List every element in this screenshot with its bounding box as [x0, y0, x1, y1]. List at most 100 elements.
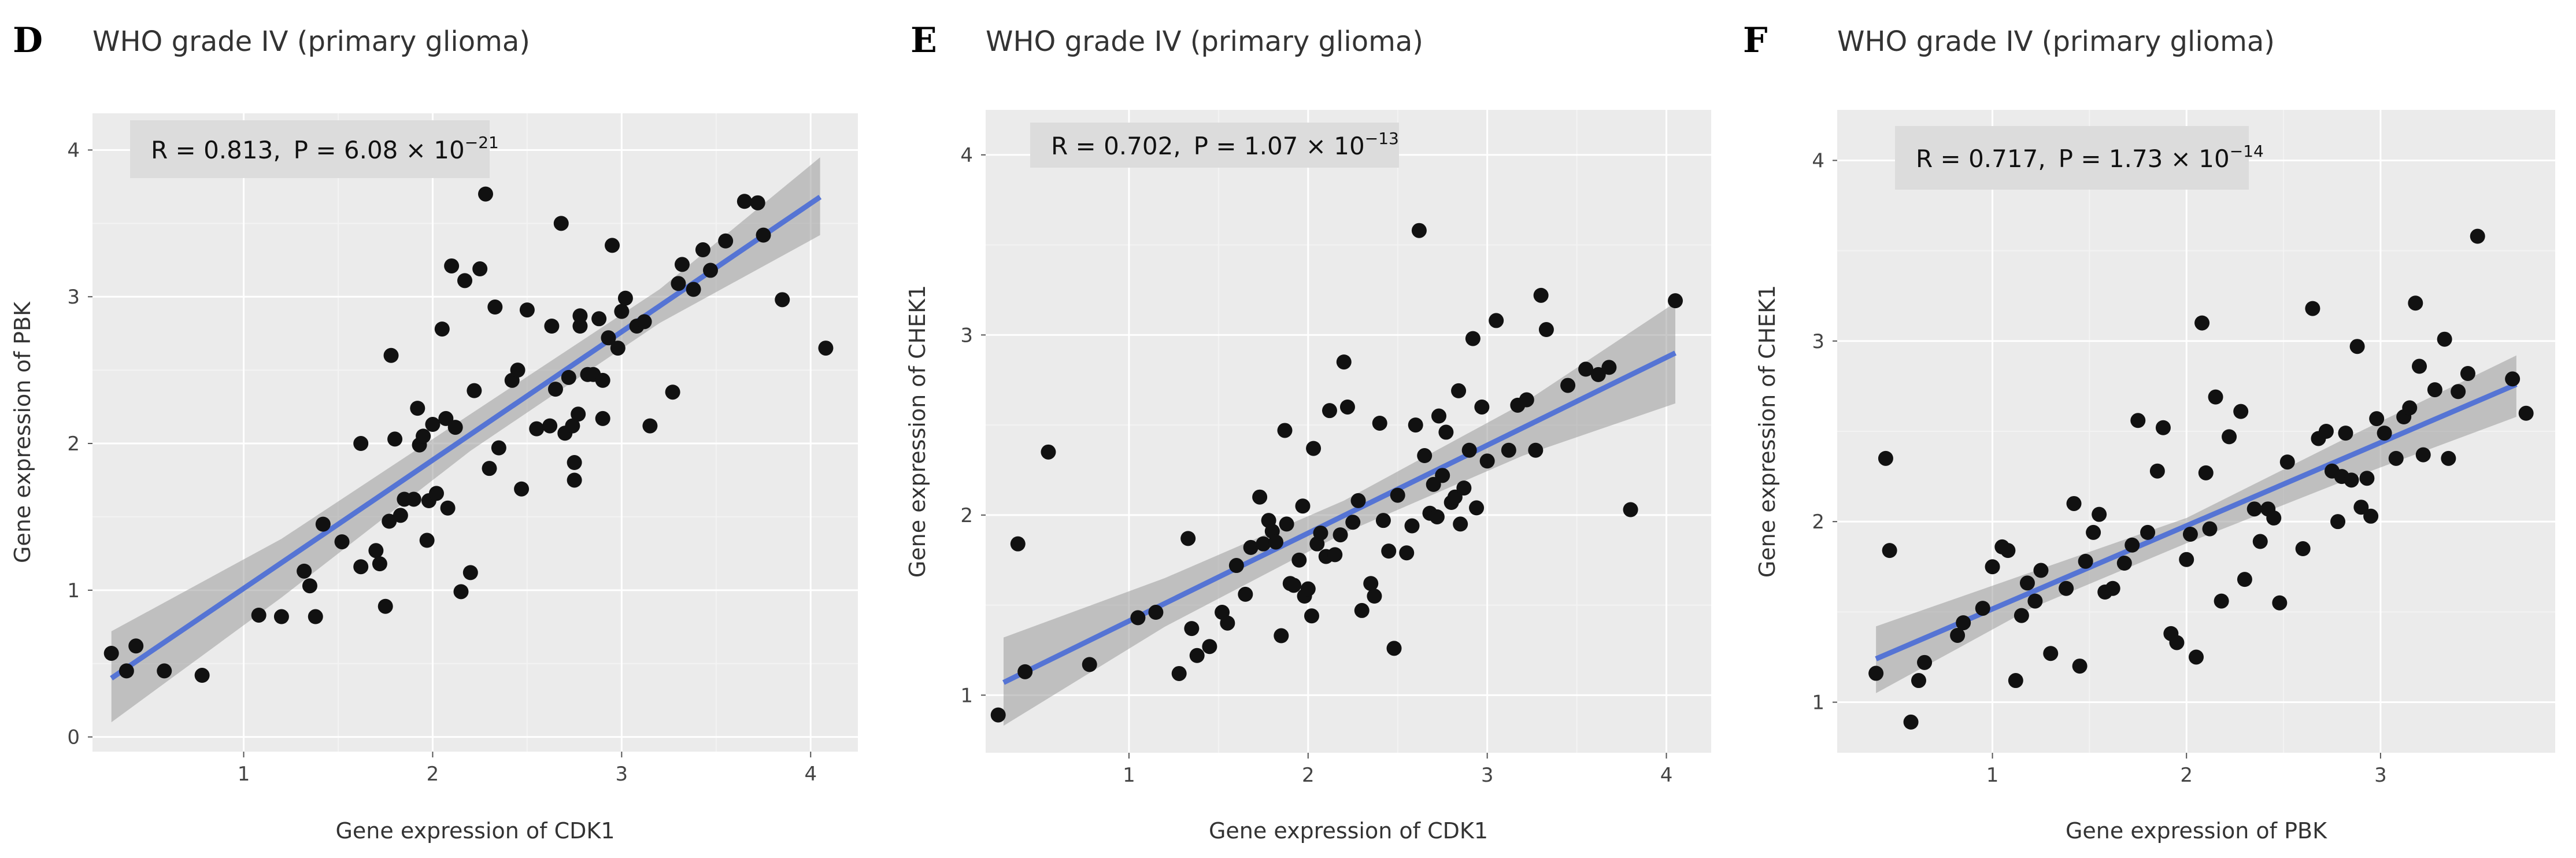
stat-annotation: R = 0.702, P = 1.07 × 10−13	[1051, 129, 1399, 160]
stat-r: R = 0.717,	[1916, 145, 2046, 173]
data-point	[315, 516, 331, 532]
data-point	[438, 410, 454, 426]
x-tick-label: 4	[1660, 764, 1673, 787]
data-point	[2033, 563, 2049, 578]
x-tick-label: 4	[804, 763, 817, 786]
data-point	[1453, 516, 1468, 532]
data-point	[2295, 541, 2311, 557]
data-point	[2019, 575, 2035, 591]
data-point	[1243, 539, 1259, 555]
data-point	[1578, 361, 1594, 377]
data-point	[128, 638, 144, 654]
data-point	[750, 195, 765, 210]
data-point	[1903, 714, 1919, 730]
data-point	[1985, 559, 2000, 575]
data-point	[1623, 502, 1638, 517]
data-point	[103, 645, 119, 661]
data-point	[1184, 621, 1200, 637]
data-point	[2189, 649, 2204, 665]
data-point	[2233, 404, 2249, 419]
data-point	[1590, 367, 1606, 382]
data-point	[818, 341, 834, 356]
data-point	[1456, 480, 1472, 496]
stat-p: P = 1.07 × 10	[1194, 132, 1365, 160]
y-tick-label: 2	[960, 504, 973, 527]
data-point	[1533, 287, 1549, 303]
data-point	[2072, 659, 2088, 674]
data-point	[478, 186, 493, 202]
data-point	[718, 233, 734, 249]
stat-p: P = 1.73 × 10	[2059, 145, 2230, 173]
data-point	[1322, 403, 1337, 419]
x-tick-label: 2	[427, 763, 439, 786]
data-point	[595, 372, 610, 388]
y-tick-label: 4	[1812, 149, 1824, 172]
panel-e: E WHO grade IV (primary glioma) 1 2 3 4 1 2 3 4 R …	[905, 20, 1711, 844]
y-axis-title: Gene expression of CHEK1	[1755, 285, 1780, 578]
data-point	[1180, 531, 1196, 546]
data-point	[428, 486, 444, 501]
data-point	[642, 418, 658, 434]
data-point	[2059, 580, 2074, 596]
stat-annotation: R = 0.813, P = 6.08 × 10−21	[151, 133, 499, 164]
data-point	[1171, 665, 1187, 681]
x-axis-title: Gene expression of CDK1	[1209, 818, 1488, 844]
data-point	[1431, 408, 1446, 424]
data-point	[1451, 383, 1467, 398]
data-point	[1238, 586, 1253, 602]
data-point	[542, 418, 558, 434]
data-point	[382, 513, 397, 529]
data-point	[1363, 576, 1379, 591]
data-point	[1354, 602, 1370, 618]
data-point	[383, 347, 399, 363]
stat-box	[1895, 126, 2249, 190]
y-tick-label: 2	[67, 432, 80, 456]
x-tick-label: 3	[1481, 764, 1494, 787]
data-point	[2266, 510, 2282, 526]
data-point	[444, 258, 460, 273]
data-point	[2198, 465, 2214, 480]
data-point	[462, 565, 478, 580]
data-point	[440, 500, 456, 516]
data-point	[1538, 322, 1554, 338]
data-point	[2415, 447, 2431, 463]
x-axis-title: Gene expression of CDK1	[335, 818, 615, 844]
data-point	[2116, 556, 2132, 571]
data-point	[1519, 392, 1534, 408]
y-tick-label: 1	[1812, 691, 1824, 715]
data-point	[2363, 508, 2379, 524]
data-point	[1202, 639, 1217, 654]
data-point	[565, 418, 580, 434]
data-point	[2305, 301, 2320, 316]
data-point	[1411, 223, 1427, 238]
data-point	[1228, 558, 1244, 574]
data-point	[2252, 534, 2268, 549]
data-point	[2349, 339, 2365, 354]
data-point	[1917, 654, 1933, 670]
data-point	[2086, 524, 2101, 540]
y-tick-label: 3	[960, 324, 973, 347]
data-point	[1333, 527, 1348, 543]
data-point	[1560, 378, 1576, 393]
data-point	[297, 563, 312, 579]
data-point	[2441, 450, 2456, 466]
x-tick-label: 3	[616, 763, 628, 786]
data-point	[1286, 578, 1301, 593]
data-point	[2437, 331, 2452, 347]
data-point	[756, 227, 771, 243]
data-point	[544, 319, 560, 334]
stat-r: R = 0.702,	[1051, 132, 1181, 160]
data-point	[547, 382, 563, 397]
data-point	[419, 532, 435, 548]
data-point	[591, 311, 607, 327]
data-point	[1882, 543, 1897, 559]
data-point	[491, 440, 506, 456]
data-point	[2353, 500, 2369, 515]
data-point	[617, 290, 633, 306]
data-point	[457, 273, 473, 289]
data-point	[1148, 605, 1164, 620]
data-point	[1956, 615, 1971, 631]
data-point	[2246, 501, 2262, 517]
stat-annotation: R = 0.717, P = 1.73 × 10−14	[1916, 142, 2264, 173]
